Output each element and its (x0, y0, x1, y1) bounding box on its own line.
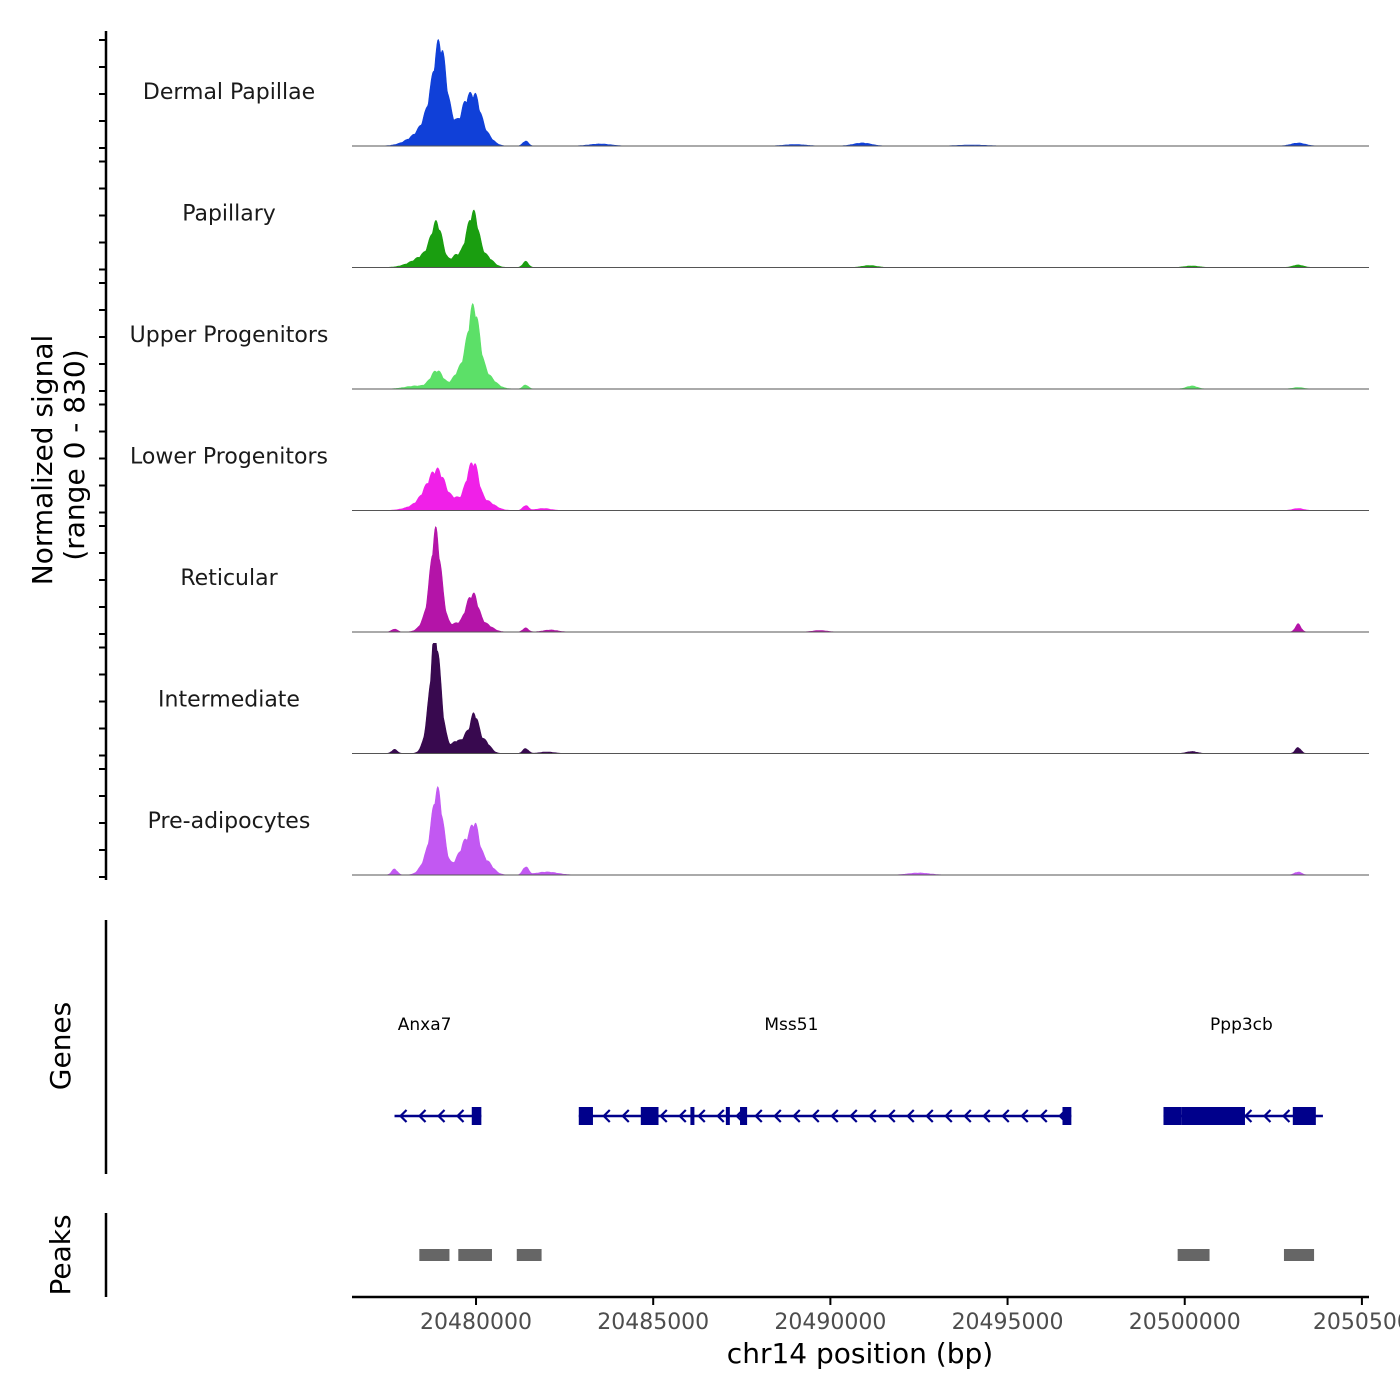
track-signal-area (352, 462, 1369, 511)
peak-region (419, 1249, 450, 1261)
y-axis-title-line2: (range 0 - 830) (58, 349, 91, 560)
gene-label: Anxa7 (398, 1015, 452, 1035)
x-tick-label: 2050500 (1313, 1310, 1400, 1335)
gene-exon (740, 1107, 748, 1125)
track-signal-area (352, 643, 1369, 754)
gene-strand-arrow (963, 1109, 972, 1123)
peaks-panel-title: Peaks (44, 1214, 77, 1295)
gene-exon (1163, 1107, 1182, 1125)
x-tick-label: 20495000 (952, 1310, 1064, 1335)
peak-region (458, 1249, 492, 1261)
gene-exon (640, 1107, 659, 1125)
gene-strand-arrow (1020, 1109, 1029, 1123)
gene-strand-arrow (982, 1109, 991, 1123)
peak-regions (419, 1249, 1315, 1261)
x-axis-title: chr14 position (bp) (727, 1337, 993, 1370)
gene-strand-arrow (811, 1109, 820, 1123)
gene-strand-arrow (678, 1109, 687, 1123)
gene-ppp3cb: Ppp3cb (1163, 1015, 1323, 1125)
track-label: Dermal Papillae (143, 80, 315, 105)
gene-exon (725, 1107, 730, 1125)
track-reticular: Reticular (180, 526, 1369, 633)
gene-exon (1062, 1107, 1072, 1125)
gene-exon (1181, 1107, 1245, 1125)
gene-strand-arrow (773, 1109, 782, 1123)
gene-strand-arrow (1243, 1109, 1253, 1123)
gene-strand-arrow (792, 1109, 801, 1123)
gene-strand-arrow (944, 1109, 953, 1123)
gene-strand-arrow (398, 1109, 408, 1123)
signal-tracks: Dermal Papillae Papillary Upper Progenitor… (130, 38, 1369, 876)
gene-strand-arrow (716, 1109, 725, 1123)
gene-exon (578, 1107, 593, 1125)
track-signal-area (352, 785, 1369, 876)
peak-region (1283, 1249, 1315, 1261)
track-signal-area (352, 38, 1369, 147)
track-label: Reticular (180, 566, 278, 591)
gene-strand-arrow (436, 1109, 446, 1123)
track-label: Upper Progenitors (130, 323, 329, 348)
gene-strand-arrow (868, 1109, 877, 1123)
y-axis-title-line1: Normalized signal (26, 335, 59, 586)
gene-anxa7: Anxa7 (394, 1015, 482, 1125)
gene-strand-arrow (1281, 1109, 1291, 1123)
gene-strand-arrow (906, 1109, 915, 1123)
genes-panel-title: Genes (44, 1002, 77, 1090)
gene-strand-arrow (621, 1109, 630, 1123)
track-signal-area (352, 303, 1369, 390)
track-upper-progenitors: Upper Progenitors (130, 303, 1369, 390)
gene-strand-arrow (1262, 1109, 1272, 1123)
gene-strand-arrow (602, 1109, 611, 1123)
track-pre-adipocytes: Pre-adipocytes (148, 785, 1369, 876)
gene-exon (1292, 1107, 1316, 1125)
gene-strand-arrow (1001, 1109, 1010, 1123)
gene-strand-arrow (754, 1109, 763, 1123)
signal-y-axis (99, 31, 108, 880)
peak-region (516, 1249, 542, 1261)
gene-exon (690, 1107, 695, 1125)
gene-strand-arrow (849, 1109, 858, 1123)
track-signal-area (352, 209, 1369, 268)
x-tick-label: 20485000 (597, 1310, 709, 1335)
track-label: Lower Progenitors (130, 445, 328, 470)
track-dermal-papillae: Dermal Papillae (143, 38, 1369, 147)
track-signal-area (352, 526, 1369, 633)
gene-strand-arrow (1039, 1109, 1048, 1123)
peak-region (1177, 1249, 1210, 1261)
gene-annotations: Anxa7 Mss51 Ppp3cb (394, 1015, 1323, 1125)
x-tick-label: 20500000 (1129, 1310, 1241, 1335)
track-label: Intermediate (158, 688, 300, 713)
gene-strand-arrow (417, 1109, 427, 1123)
gene-strand-arrow (925, 1109, 934, 1123)
track-lower-progenitors: Lower Progenitors (130, 445, 1369, 511)
x-tick-label: 20490000 (774, 1310, 886, 1335)
gene-strand-arrow (887, 1109, 896, 1123)
gene-strand-arrow (697, 1109, 706, 1123)
gene-exon (471, 1107, 482, 1125)
track-papillary: Papillary (182, 202, 1369, 268)
gene-strand-arrow (830, 1109, 839, 1123)
x-axis: 20480000 20485000 20490000 20495000 20500000… (352, 1295, 1400, 1335)
x-tick-label: 20480000 (420, 1310, 532, 1335)
track-intermediate: Intermediate (158, 643, 1369, 754)
gene-strand-arrow (659, 1109, 668, 1123)
gene-strand-arrow (455, 1109, 465, 1123)
track-label: Pre-adipocytes (148, 809, 311, 834)
track-label: Papillary (182, 202, 276, 227)
gene-label: Ppp3cb (1210, 1015, 1273, 1035)
gene-label: Mss51 (764, 1015, 818, 1035)
gene-mss51: Mss51 (578, 1015, 1072, 1125)
